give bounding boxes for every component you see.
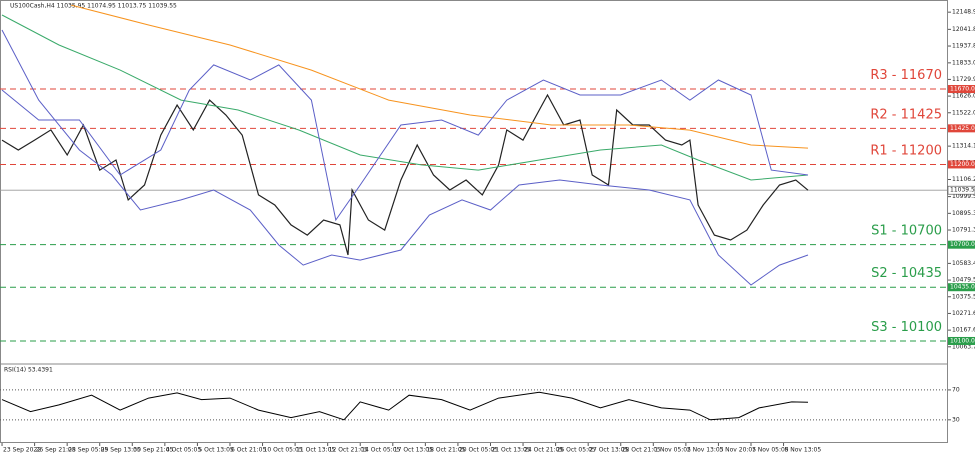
y-tick-label: 10895.30 [952,210,975,217]
x-tick-label: 24 Oct 21:05 [524,447,563,454]
level-tag [948,240,975,249]
series-line [1,391,809,421]
x-tick-label: 26 Oct 05:05 [557,447,596,454]
x-tick-label: 29 Sep 13:05 [101,447,141,454]
x-tick-label: 4 Oct 05:05 [166,447,201,454]
level-tag [948,160,975,169]
x-tick-label: 30 Sep 21:05 [133,447,173,454]
level-label: S2 - 10435 [871,266,942,281]
y-tick-label: 11937.85 [952,43,975,50]
level-tag-label: 11200.00 [950,161,975,168]
level-tag [948,124,975,133]
x-tick-label: 26 Sep 21:05 [36,447,76,454]
x-tick-label: 10 Oct 05:05 [264,447,303,454]
x-tick-label: 2 Nov 13:05 [687,447,724,454]
level-label: R2 - 11425 [870,107,942,122]
x-tick-label: 5 Oct 13:05 [198,447,233,454]
y-tick-label: 11106.25 [952,176,975,183]
x-tick-label: 28 Sep 05:05 [68,447,108,454]
level-label: R1 - 11200 [870,143,942,158]
y-tick-label: 10479.50 [952,277,975,284]
x-tick-label: 8 Nov 13:05 [785,447,822,454]
y-tick-label: 10583.45 [952,260,975,267]
y-tick-label: 30 [952,416,960,423]
x-tick-label: 6 Oct 21:05 [231,447,266,454]
x-tick-label: 3 Nov 20:05 [719,447,756,454]
series-line [1,64,809,222]
level-label: S3 - 10100 [871,320,942,335]
x-tick-label: 21 Oct 13:05 [491,447,530,454]
x-tick-label: 17 Oct 13:05 [394,447,433,454]
plot-frame [0,0,948,443]
price-tag-label: 11039.55 [950,187,975,194]
x-tick-label: 18 Oct 21:05 [426,447,465,454]
y-tick-label: 10167.65 [952,327,975,334]
x-tick-label: 1 Nov 05:05 [654,447,691,454]
y-tick-label: 10375.55 [952,293,975,300]
price-tag [947,185,975,195]
level-tag [948,283,975,292]
y-tick-label: 70 [952,386,960,393]
level-tag-label: 11425.00 [950,125,975,132]
y-tick-label: 11522.05 [952,109,975,116]
level-tag-label: 11670.00 [950,86,975,93]
chart-title: US100Cash,H4 11035.95 11074.95 11013.75 … [10,3,177,10]
y-tick-label: 10791.35 [952,227,975,234]
y-tick-label: 11729.95 [952,76,975,83]
x-tick-label: 7 Nov 05:05 [752,447,789,454]
level-tag [948,85,975,94]
y-tick-label: 10999.55 [952,193,975,200]
x-tick-label: 27 Oct 13:05 [589,447,628,454]
series-line [1,29,809,286]
series-line [71,4,809,149]
y-tick-label: 11314.15 [952,143,975,150]
level-label: S1 - 10700 [871,224,942,239]
x-tick-label: 28 Oct 21:05 [622,447,661,454]
x-tick-label: 14 Oct 05:05 [361,447,400,454]
series-line [1,93,809,256]
level-tag-label: 10100.00 [950,337,975,344]
level-tag-label: 10700.00 [950,241,975,248]
y-tick-label: 11833.05 [952,59,975,66]
x-tick-label: 11 Oct 13:05 [296,447,335,454]
y-tick-label: 12041.80 [952,26,975,33]
y-tick-label: 12148.90 [952,9,975,16]
x-tick-label: 12 Oct 21:05 [329,447,368,454]
level-label: R3 - 11670 [870,68,942,83]
rsi-title: RSI(14) 53.4391 [4,367,53,374]
y-tick-label: 10271.60 [952,310,975,317]
x-tick-label: 23 Sep 2022 [3,447,41,454]
series-line [1,14,809,181]
x-tick-label: 20 Oct 05:05 [459,447,498,454]
y-tick-label: 11626.00 [952,93,975,100]
level-tag [948,336,975,345]
level-tag-label: 10435.00 [950,284,975,291]
y-tick-label: 10063.70 [952,343,975,350]
